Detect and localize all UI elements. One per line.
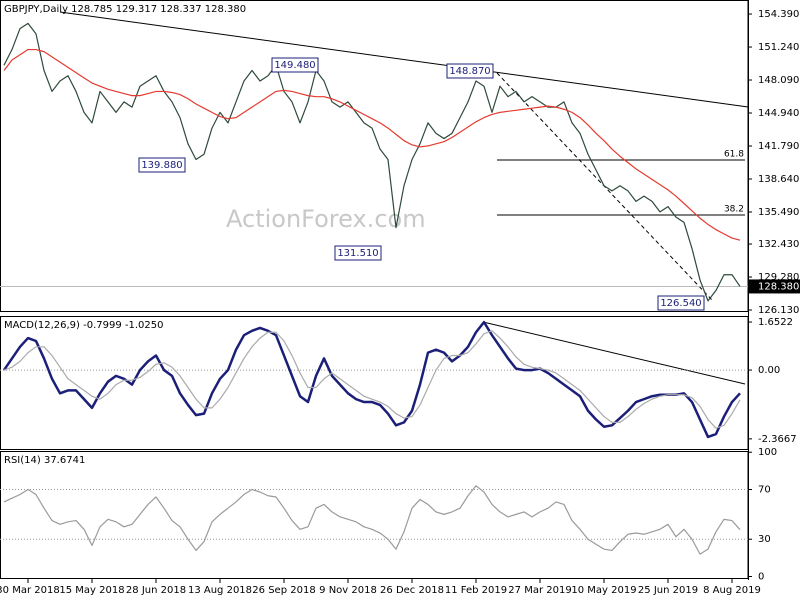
x-tick-label: 25 Jun 2019 (638, 585, 698, 596)
x-tick-label: 26 Sep 2018 (252, 585, 315, 596)
x-tick-label: 27 Mar 2019 (508, 585, 571, 596)
x-tick-label: 10 May 2019 (571, 585, 636, 596)
annotation-label: 139.880 (141, 160, 182, 171)
last-price-label: 128.380 (758, 281, 799, 292)
y-tick-label: 0 (758, 572, 764, 583)
y-tick-label: 129.280 (758, 272, 799, 283)
annotation-label: 149.480 (274, 60, 315, 71)
y-tick-label: 1.6522 (758, 317, 793, 328)
y-tick-label: 154.390 (758, 9, 799, 20)
y-tick-label: 0.00 (758, 365, 780, 376)
series-line (3, 485, 741, 555)
x-tick-label: 15 May 2018 (59, 585, 124, 596)
panel-title: GBPJPY,Daily 128.785 129.317 128.337 128… (4, 4, 246, 15)
trendline (482, 321, 746, 385)
x-tick-label: 30 Mar 2018 (0, 585, 60, 596)
y-tick-label: 132.430 (758, 239, 799, 250)
y-tick-label: 126.130 (758, 305, 799, 316)
series-line (3, 330, 741, 429)
x-tick-label: 8 Aug 2019 (703, 585, 761, 596)
last-price-box (749, 279, 800, 294)
x-tick-label: 26 Dec 2018 (380, 585, 444, 596)
y-tick-label: -2.3667 (758, 434, 797, 445)
y-tick-label: 144.940 (758, 108, 799, 119)
annotation-box (334, 245, 382, 261)
y-tick-label: 148.090 (758, 75, 799, 86)
watermark: ActionForex.com (226, 205, 426, 233)
annotation-label: 131.510 (337, 248, 378, 259)
annotation-label: 126.540 (660, 298, 701, 309)
y-tick-label: 135.490 (758, 207, 799, 218)
y-tick-label: 30 (758, 534, 771, 545)
panel-title: MACD(12,26,9) -0.7999 -1.0250 (4, 320, 164, 331)
annotation-box (271, 57, 319, 73)
annotation-label: 148.870 (449, 66, 490, 77)
x-tick-label: 11 Feb 2019 (445, 585, 507, 596)
annotation-box (446, 63, 494, 79)
x-tick-label: 13 Aug 2018 (188, 585, 252, 596)
y-tick-label: 70 (758, 485, 771, 496)
trendline (59, 11, 749, 108)
panel-title: RSI(14) 37.6741 (4, 455, 85, 466)
annotation-box (138, 157, 186, 173)
series-line (3, 22, 741, 302)
y-tick-label: 141.790 (758, 141, 799, 152)
y-tick-label: 100 (758, 447, 777, 458)
fib-label: 38.2 (724, 205, 744, 215)
fib-label: 61.8 (724, 150, 744, 160)
y-tick-label: 138.640 (758, 174, 799, 185)
series-line (3, 48, 741, 241)
x-tick-label: 9 Nov 2018 (319, 585, 377, 596)
y-tick-label: 151.240 (758, 42, 799, 53)
x-tick-label: 28 Jun 2018 (126, 585, 186, 596)
annotation-box (657, 295, 705, 311)
